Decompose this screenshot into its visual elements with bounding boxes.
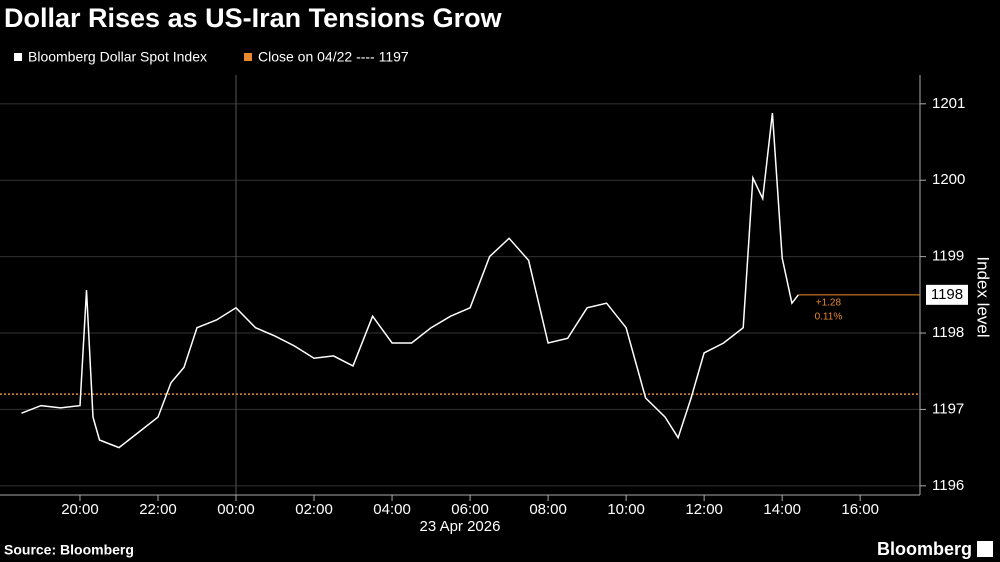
x-axis-label: 23 Apr 2026 <box>420 518 501 535</box>
y-tick-label: 1197 <box>932 400 964 417</box>
x-tick-label: 08:00 <box>529 501 567 518</box>
y-tick-label: 1200 <box>932 171 965 188</box>
source: Source: Bloomberg <box>4 542 134 558</box>
y-tick-label: 1199 <box>932 248 964 265</box>
legend-swatch <box>14 53 22 61</box>
legend-label: Close on 04/22 ---- 1197 <box>258 49 409 65</box>
last-value-label: 1198 <box>931 286 963 303</box>
brand-icon <box>977 541 993 557</box>
change-label: 0.11% <box>815 311 843 322</box>
x-tick-label: 22:00 <box>139 501 177 518</box>
legend-label: Bloomberg Dollar Spot Index <box>28 49 207 65</box>
x-tick-label: 14:00 <box>763 501 801 518</box>
legend-swatch <box>244 53 252 61</box>
last-value-box <box>926 284 968 305</box>
series-line <box>21 112 799 449</box>
brand: Bloomberg <box>877 539 972 559</box>
y-tick-label: 1198 <box>932 324 964 341</box>
chart-title: Dollar Rises as US-Iran Tensions Grow <box>4 3 503 33</box>
change-label: +1.28 <box>816 297 842 308</box>
x-tick-label: 06:00 <box>451 501 489 518</box>
x-tick-label: 10:00 <box>607 501 645 518</box>
x-tick-label: 12:00 <box>685 501 723 518</box>
x-tick-label: 16:00 <box>841 501 879 518</box>
x-tick-label: 20:00 <box>61 501 99 518</box>
x-tick-label: 00:00 <box>217 501 255 518</box>
x-tick-label: 04:00 <box>373 501 411 518</box>
y-tick-label: 1201 <box>932 95 965 112</box>
y-tick-label: 1196 <box>932 477 964 494</box>
x-tick-label: 02:00 <box>295 501 333 518</box>
y-axis-label: Index level <box>974 256 993 337</box>
